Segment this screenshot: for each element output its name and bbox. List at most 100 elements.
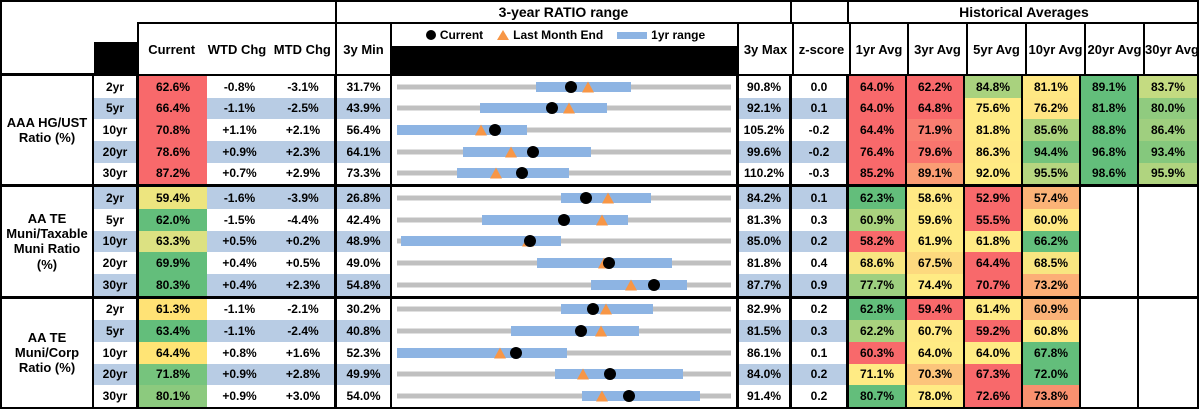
mtd-change: +0.5% bbox=[272, 252, 337, 274]
last-month-end-marker bbox=[577, 368, 590, 380]
three-year-max: 81.3% bbox=[739, 208, 792, 231]
three-year-max: 87.7% bbox=[739, 273, 792, 296]
avg-value: 73.2% bbox=[1023, 273, 1081, 296]
avg-empty bbox=[1081, 298, 1139, 321]
avg-empty bbox=[1081, 341, 1139, 364]
mtd-chg-column-header: MTD Chg bbox=[273, 41, 331, 57]
one-year-range-bar bbox=[457, 168, 569, 179]
avg-value: 71.1% bbox=[849, 363, 907, 386]
avg-value: 62.2% bbox=[849, 320, 907, 342]
range-chart bbox=[392, 320, 739, 342]
three-year-max: 110.2% bbox=[739, 162, 792, 185]
mtd-change: +1.6% bbox=[272, 341, 337, 364]
avg-value: 81.8% bbox=[1081, 97, 1139, 120]
wtd-change: +0.4% bbox=[207, 273, 272, 296]
current-marker bbox=[558, 213, 571, 226]
three-year-min: 48.9% bbox=[337, 230, 392, 253]
avg-value: 85.6% bbox=[1023, 119, 1081, 141]
current-marker bbox=[564, 80, 577, 93]
avg-value: 61.8% bbox=[965, 230, 1023, 253]
range-chart bbox=[392, 208, 739, 231]
mtd-change: -3.1% bbox=[272, 76, 337, 98]
one-year-range-bar bbox=[480, 103, 607, 114]
z-score-value: 0.4 bbox=[792, 252, 849, 274]
avg-value: 92.0% bbox=[965, 162, 1023, 185]
current-value: 69.9% bbox=[139, 252, 207, 274]
three-year-max: 84.2% bbox=[739, 187, 792, 209]
tenor-header-blackbox bbox=[94, 42, 139, 76]
wtd-change: -1.5% bbox=[207, 208, 272, 231]
avg-empty bbox=[1139, 208, 1197, 231]
three-year-max: 99.6% bbox=[739, 140, 792, 163]
range-chart bbox=[392, 363, 739, 386]
avg-value: 60.0% bbox=[1023, 208, 1081, 231]
avg-value: 64.0% bbox=[849, 76, 907, 98]
avg-value: 62.2% bbox=[907, 76, 965, 98]
avg-value: 88.8% bbox=[1081, 119, 1139, 141]
three-year-min: 26.8% bbox=[337, 187, 392, 209]
group-label: AA TE Muni/Corp Ratio (%) bbox=[2, 298, 94, 407]
tenor-label: 10yr bbox=[94, 230, 139, 253]
tenor-label: 20yr bbox=[94, 252, 139, 274]
z-score-value: 0.1 bbox=[792, 97, 849, 120]
tenor-label: 10yr bbox=[94, 119, 139, 141]
avg-value: 59.6% bbox=[907, 208, 965, 231]
three-year-max: 84.0% bbox=[739, 363, 792, 386]
three-year-range-track bbox=[397, 238, 731, 244]
table-header: 3-year RATIO range Historical Averages C… bbox=[2, 2, 1197, 76]
z-score-value: 0.1 bbox=[792, 187, 849, 209]
avg-empty bbox=[1139, 252, 1197, 274]
avg-value: 58.6% bbox=[907, 187, 965, 209]
one-year-range-bar bbox=[510, 326, 640, 337]
tenor-label: 30yr bbox=[94, 385, 139, 407]
avg-value: 70.3% bbox=[907, 363, 965, 386]
avg-col-header-20yr: 20yr Avg bbox=[1084, 22, 1145, 76]
current-value: 66.4% bbox=[139, 97, 207, 120]
wtd-change: +0.4% bbox=[207, 252, 272, 274]
chart-legend: Current Last Month End 1yr range bbox=[392, 24, 739, 46]
avg-empty bbox=[1139, 230, 1197, 253]
avg-value: 98.6% bbox=[1081, 162, 1139, 185]
three-year-max: 82.9% bbox=[739, 298, 792, 321]
tenor-label: 5yr bbox=[94, 97, 139, 120]
wtd-change: +0.9% bbox=[207, 385, 272, 407]
three-year-min: 42.4% bbox=[337, 208, 392, 231]
mtd-change: -3.9% bbox=[272, 187, 337, 209]
avg-value: 58.2% bbox=[849, 230, 907, 253]
last-month-end-marker bbox=[595, 325, 608, 337]
avg-empty bbox=[1081, 208, 1139, 231]
current-marker bbox=[516, 167, 529, 180]
mtd-change: -2.5% bbox=[272, 97, 337, 120]
avg-value: 72.6% bbox=[965, 385, 1023, 407]
mtd-change: -2.1% bbox=[272, 298, 337, 321]
one-year-range-bar bbox=[590, 279, 687, 290]
avg-value: 64.4% bbox=[965, 252, 1023, 274]
avg-value: 60.7% bbox=[907, 320, 965, 342]
avg-value: 64.0% bbox=[849, 97, 907, 120]
wtd-chg-column-header: WTD Chg bbox=[207, 41, 267, 57]
z-score-value: 0.2 bbox=[792, 298, 849, 321]
chart-header-blackband bbox=[392, 46, 739, 76]
range-chart bbox=[392, 140, 739, 163]
range-chart bbox=[392, 341, 739, 364]
three-year-min: 49.9% bbox=[337, 363, 392, 386]
legend-last-month-end: Last Month End bbox=[497, 28, 603, 42]
avg-empty bbox=[1139, 273, 1197, 296]
last-month-end-marker bbox=[625, 279, 638, 291]
tenor-label: 2yr bbox=[94, 298, 139, 321]
legend-current: Current bbox=[425, 28, 483, 42]
range-chart bbox=[392, 187, 739, 209]
last-month-end-triangle-icon bbox=[497, 30, 510, 40]
mtd-change: +2.8% bbox=[272, 363, 337, 386]
mtd-change: +2.3% bbox=[272, 273, 337, 296]
avg-value: 67.8% bbox=[1023, 341, 1081, 364]
avg-empty bbox=[1081, 273, 1139, 296]
tenor-label: 10yr bbox=[94, 341, 139, 364]
legend-last-month-label: Last Month End bbox=[513, 28, 604, 42]
wtd-change: +0.9% bbox=[207, 140, 272, 163]
avg-value: 73.8% bbox=[1023, 385, 1081, 407]
wtd-change: +0.5% bbox=[207, 230, 272, 253]
legend-range-label: 1yr range bbox=[651, 28, 706, 42]
three-year-max: 81.8% bbox=[739, 252, 792, 274]
